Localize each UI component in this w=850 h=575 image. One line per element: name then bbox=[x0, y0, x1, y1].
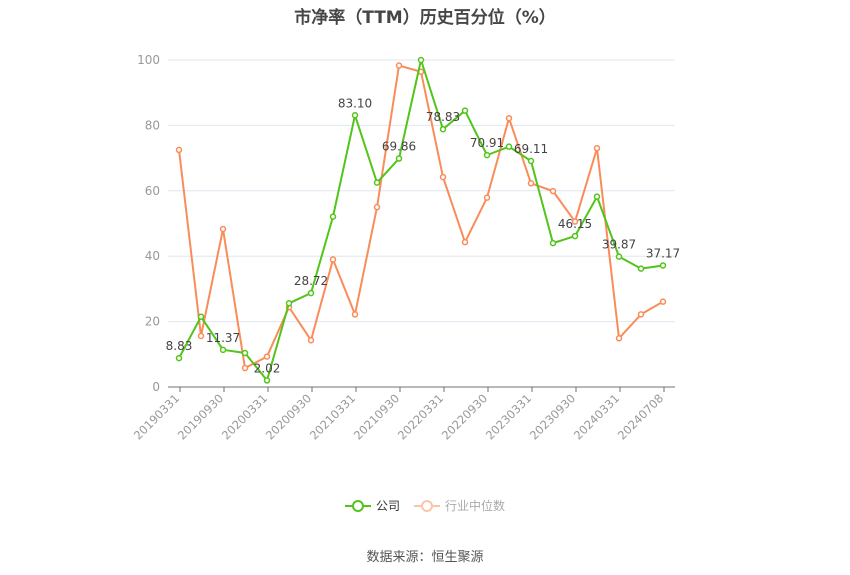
legend-line-circle-icon bbox=[344, 499, 371, 512]
data-point[interactable] bbox=[637, 311, 645, 318]
y-axis: 0 20 40 60 80 100 bbox=[137, 53, 160, 394]
data-point[interactable] bbox=[373, 179, 381, 186]
x-tick-label: 20240708 bbox=[615, 391, 666, 442]
x-tick-label: 20210331 bbox=[307, 391, 358, 442]
data-point[interactable] bbox=[571, 232, 579, 240]
data-point[interactable] bbox=[659, 298, 667, 305]
data-point[interactable] bbox=[329, 213, 337, 220]
data-point[interactable] bbox=[505, 143, 513, 150]
data-point[interactable] bbox=[593, 145, 601, 152]
y-tick-label: 100 bbox=[137, 53, 160, 67]
x-tick-label: 20200930 bbox=[263, 391, 314, 442]
data-point[interactable] bbox=[395, 62, 403, 69]
y-tick-label: 0 bbox=[152, 380, 160, 394]
legend: 公司 行业中位数 bbox=[0, 497, 850, 514]
data-point[interactable] bbox=[241, 349, 249, 357]
data-point[interactable] bbox=[483, 194, 491, 201]
data-label: 69.86 bbox=[382, 140, 416, 154]
data-label: 83.10 bbox=[338, 96, 372, 110]
data-point[interactable] bbox=[461, 238, 469, 246]
data-point[interactable] bbox=[593, 193, 601, 200]
data-point[interactable] bbox=[615, 253, 623, 260]
data-label: 70.91 bbox=[470, 136, 504, 150]
x-tick-label: 20230930 bbox=[527, 391, 578, 442]
x-tick-label: 20240331 bbox=[571, 391, 622, 442]
data-point[interactable] bbox=[659, 262, 667, 269]
data-point[interactable] bbox=[615, 335, 623, 342]
legend-line-circle-icon bbox=[414, 499, 440, 512]
chart-title: 市净率（TTM）历史百分位（%） bbox=[294, 8, 556, 28]
y-tick-label: 80 bbox=[145, 118, 160, 132]
data-point[interactable] bbox=[351, 311, 359, 318]
data-point[interactable] bbox=[219, 225, 227, 233]
data-point[interactable] bbox=[571, 218, 579, 225]
data-point[interactable] bbox=[219, 346, 227, 354]
data-point[interactable] bbox=[373, 203, 381, 211]
x-tick-label: 20220331 bbox=[395, 391, 446, 442]
x-axis: 2019033120190930202003312020093020210331… bbox=[131, 386, 675, 443]
data-label: 78.83 bbox=[426, 110, 460, 124]
legend-item-industry-median[interactable]: 行业中位数 bbox=[414, 497, 505, 514]
data-point[interactable] bbox=[329, 256, 337, 263]
series-lines bbox=[175, 56, 667, 384]
data-point[interactable] bbox=[351, 112, 359, 119]
data-label: 11.37 bbox=[206, 331, 240, 345]
data-point[interactable] bbox=[395, 155, 403, 162]
data-point[interactable] bbox=[307, 336, 315, 344]
legend-label: 公司 bbox=[375, 499, 400, 513]
x-tick-label: 20230331 bbox=[483, 391, 534, 442]
grid-lines bbox=[168, 59, 675, 323]
y-tick-label: 40 bbox=[145, 249, 160, 263]
data-label: 37.17 bbox=[646, 246, 680, 260]
data-point[interactable] bbox=[549, 187, 557, 195]
data-source: 数据来源：恒生聚源 bbox=[366, 550, 484, 565]
x-tick-label: 20190331 bbox=[131, 391, 182, 442]
data-point[interactable] bbox=[307, 289, 315, 297]
y-tick-label: 60 bbox=[145, 184, 160, 198]
data-point[interactable] bbox=[417, 56, 425, 64]
data-point[interactable] bbox=[263, 377, 271, 384]
data-point[interactable] bbox=[197, 332, 205, 340]
data-label: 69.11 bbox=[514, 142, 548, 156]
data-point[interactable] bbox=[241, 364, 249, 372]
legend-item-company[interactable]: 公司 bbox=[344, 497, 400, 514]
x-tick-label: 20220930 bbox=[439, 391, 490, 442]
data-point[interactable] bbox=[527, 180, 535, 187]
data-point[interactable] bbox=[175, 354, 183, 362]
data-point[interactable] bbox=[483, 151, 491, 159]
data-point[interactable] bbox=[549, 239, 557, 247]
data-label: 8.83 bbox=[166, 339, 193, 353]
data-label: 2.02 bbox=[254, 361, 281, 375]
y-tick-label: 20 bbox=[145, 315, 160, 329]
legend-label: 行业中位数 bbox=[445, 499, 506, 513]
data-point[interactable] bbox=[439, 173, 447, 181]
data-point[interactable] bbox=[285, 300, 293, 307]
data-point[interactable] bbox=[175, 146, 183, 154]
data-point[interactable] bbox=[527, 157, 535, 165]
data-point[interactable] bbox=[197, 313, 205, 320]
data-point[interactable] bbox=[505, 114, 513, 122]
x-tick-label: 20190930 bbox=[175, 391, 226, 442]
data-point[interactable] bbox=[263, 353, 271, 360]
data-label: 39.87 bbox=[602, 238, 636, 252]
data-point[interactable] bbox=[461, 107, 469, 114]
x-tick-label: 20200331 bbox=[219, 391, 270, 442]
x-tick-label: 20210930 bbox=[351, 391, 402, 442]
data-label: 28.72 bbox=[294, 274, 328, 288]
data-labels: 8.83 11.37 2.02 28.72 83.10 69.86 78.83 70.91 69… bbox=[166, 96, 681, 375]
data-point[interactable] bbox=[637, 265, 645, 272]
data-label: 46.15 bbox=[558, 217, 592, 231]
data-point[interactable] bbox=[439, 125, 447, 133]
